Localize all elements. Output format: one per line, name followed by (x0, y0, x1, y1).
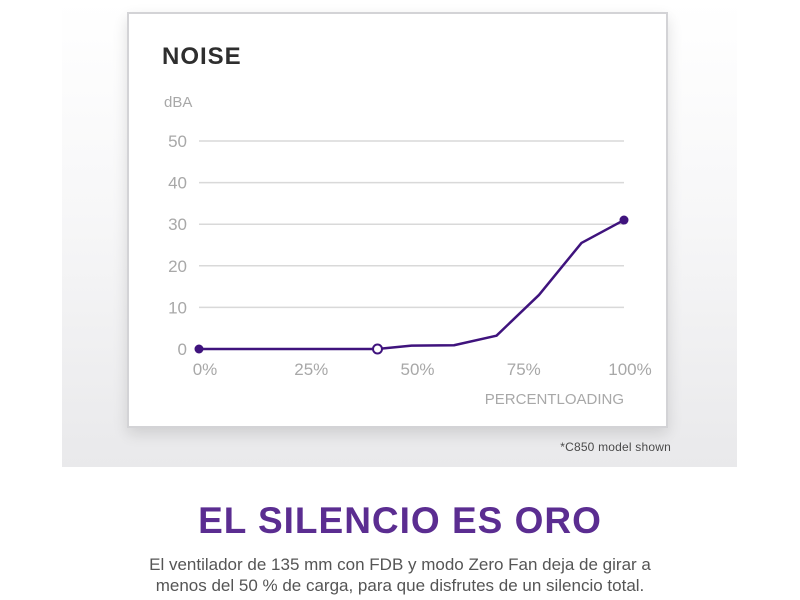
y-tick-label: 40 (168, 174, 187, 193)
x-tick-label: 75% (507, 360, 541, 379)
x-tick-label: 0% (193, 360, 218, 379)
x-axis-label: PERCENTLOADING (485, 391, 624, 408)
footnote: *C850 model shown (560, 440, 671, 454)
zero-fan-threshold-marker (372, 343, 383, 355)
x-tick-label: 25% (294, 360, 328, 379)
body-line-2: menos del 50 % de carga, para que disfru… (155, 576, 645, 595)
y-tick-label: 20 (168, 257, 187, 276)
y-tick-label: 30 (168, 215, 187, 234)
x-tick-label: 100% (608, 360, 651, 379)
y-axis-label: dBA (164, 94, 192, 111)
body-text: El ventilador de 135 mm con FDB y modo Z… (90, 554, 710, 596)
noise-series-line (199, 218, 625, 351)
start-point-marker (194, 344, 204, 354)
noise-chart: NOISE dBA 0 10 20 30 40 50 0% 25% 50% 75% 100% PE… (162, 43, 652, 408)
end-point-marker (619, 215, 629, 225)
x-tick-label: 50% (400, 360, 434, 379)
y-tick-label: 10 (168, 298, 187, 317)
chart-card: NOISE dBA 0 10 20 30 40 50 0% 25% 50% 75% 100% PE… (127, 12, 668, 428)
y-tick-label: 0 (178, 340, 187, 359)
body-line-1: El ventilador de 135 mm con FDB y modo Z… (149, 555, 651, 574)
y-tick-label: 50 (168, 132, 187, 151)
headline: EL SILENCIO ES ORO (198, 500, 602, 541)
chart-title: NOISE (162, 43, 242, 70)
